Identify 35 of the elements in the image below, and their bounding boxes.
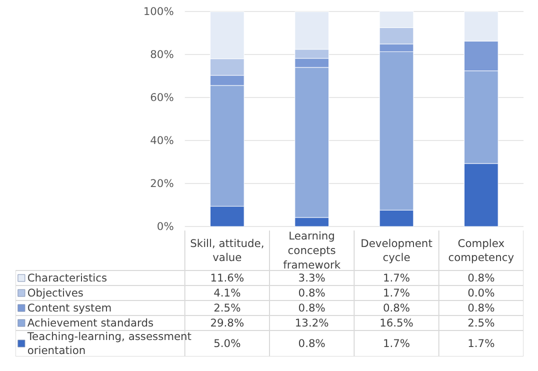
y-tick-label: 60% [150,91,174,104]
legend-label: Characteristics [27,272,108,284]
text: 1.7% [382,272,410,284]
text: 0.8% [382,302,410,314]
y-tick-label: 80% [150,48,174,61]
y-tick-label: 40% [150,134,174,147]
legend-label: Teaching-learning, assessment orientation [26,330,192,358]
legend-label: Content system [27,302,112,314]
text: 5.0% [214,337,241,350]
text: 0.0% [468,286,495,300]
text: 0.8% [468,302,495,314]
text: 2.5% [468,316,495,330]
text: 2.5% [214,302,241,314]
text: 3.3% [298,272,326,284]
text: 4.1% [214,286,241,300]
legend-label: Objectives [27,286,84,300]
text: 0.8% [298,302,326,314]
y-tick-label: 0% [156,220,174,233]
text: 11.6% [210,272,244,284]
text: 0.8% [298,286,326,300]
text: 1.7% [382,337,410,350]
text: 29.8% [210,316,244,330]
y-tick-label: 20% [150,177,174,190]
x-tick-label: Skill, attitude, value [190,236,264,264]
text: 0.8% [468,272,495,284]
x-tick-label: Complex competency [448,236,514,264]
x-tick-label: Learning concepts framework [283,230,342,272]
text: 16.5% [380,316,414,330]
text: 1.7% [468,337,495,350]
y-tick-label: 100% [143,5,174,18]
text: 13.2% [294,316,329,330]
x-tick-label: Development cycle [360,236,432,264]
text: 0.8% [298,337,326,350]
text: 1.7% [382,286,410,300]
legend-label: Achievement standards [27,316,154,330]
